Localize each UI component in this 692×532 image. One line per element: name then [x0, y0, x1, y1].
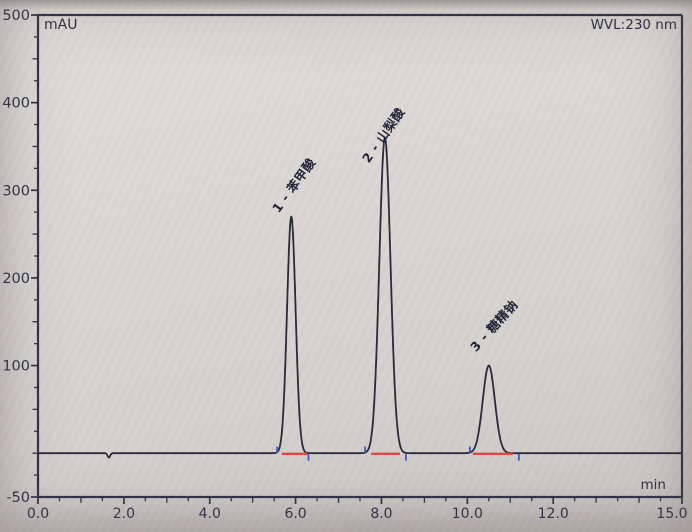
- x-tick-label: 8.0: [370, 506, 392, 522]
- x-axis-unit-label: min: [640, 477, 666, 493]
- y-tick-label: 500: [2, 8, 30, 24]
- chromatogram-trace: [37, 136, 683, 459]
- x-tick-label: 10.0: [452, 506, 483, 522]
- x-tick-label: 2.0: [113, 506, 135, 522]
- y-tick-label: 300: [2, 183, 30, 199]
- y-tick-label: -50: [6, 490, 30, 506]
- y-tick-label: 100: [2, 359, 30, 375]
- x-tick-label: 15.0: [656, 506, 687, 522]
- x-tick-label: 12.0: [538, 506, 569, 522]
- wavelength-label: WVL:230 nm: [590, 17, 677, 33]
- x-tick-label: 4.0: [199, 506, 221, 522]
- y-axis-unit-label: mAU: [44, 17, 78, 33]
- x-tick-label: 0.0: [27, 506, 49, 522]
- y-tick-label: 400: [2, 96, 30, 112]
- x-tick-label: 6.0: [284, 506, 306, 522]
- y-tick-label: 200: [2, 271, 30, 287]
